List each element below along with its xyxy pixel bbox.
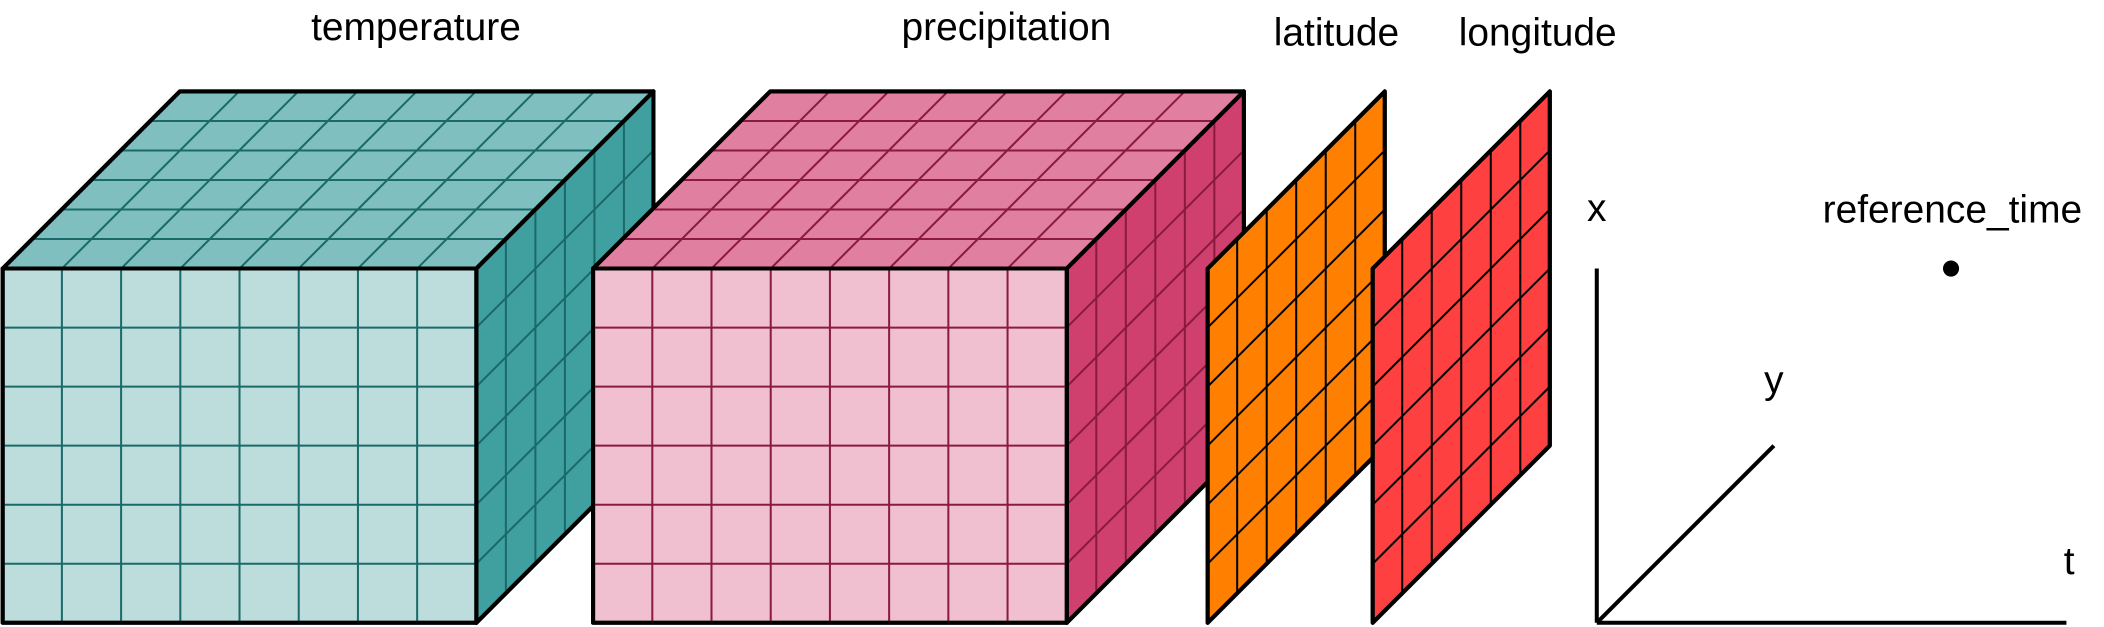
grid-line (1371, 149, 1551, 329)
grid-line (1006, 90, 1186, 270)
grid-line (1206, 267, 1386, 447)
front-outline (591, 266, 1069, 625)
shapes (0, 89, 1552, 625)
coordinate-label: longitude (1459, 11, 1617, 54)
variable-label: precipitation (901, 6, 1111, 49)
grid-line (888, 90, 1067, 270)
grid-line (357, 90, 536, 270)
dimension-label: t (2064, 540, 2075, 583)
grid-line (1371, 267, 1551, 447)
grid-line (179, 90, 359, 270)
grid-line (1371, 385, 1551, 565)
grid-line (298, 90, 477, 270)
y-axis (1595, 444, 1776, 625)
coordinate-label: latitude (1274, 11, 1399, 54)
grid-line (770, 90, 949, 270)
grid-line (1206, 385, 1386, 565)
grid-line (710, 90, 890, 270)
grid-line (1066, 149, 1245, 329)
grid-line (61, 90, 240, 270)
grid-line (1206, 326, 1386, 506)
grid-line (1371, 208, 1551, 388)
grid-line (1066, 208, 1245, 388)
grid-line (416, 90, 595, 270)
coordinate-label: reference_time (1823, 188, 2083, 231)
grid-line (829, 90, 1008, 270)
grid-line (1206, 149, 1386, 329)
grid-line (475, 149, 655, 329)
grid-line (1371, 326, 1551, 506)
dimension-label: y (1764, 359, 1784, 402)
front-outline (0, 266, 479, 625)
variable-label: temperature (311, 6, 521, 49)
scalar-point (1942, 260, 1960, 277)
grid-line (238, 90, 418, 270)
grid-line (120, 90, 299, 270)
dimension-label: x (1587, 187, 1607, 230)
side-outline (1370, 89, 1552, 625)
grid-line (1206, 208, 1386, 388)
grid-line (947, 90, 1127, 270)
grid-line (651, 90, 831, 270)
